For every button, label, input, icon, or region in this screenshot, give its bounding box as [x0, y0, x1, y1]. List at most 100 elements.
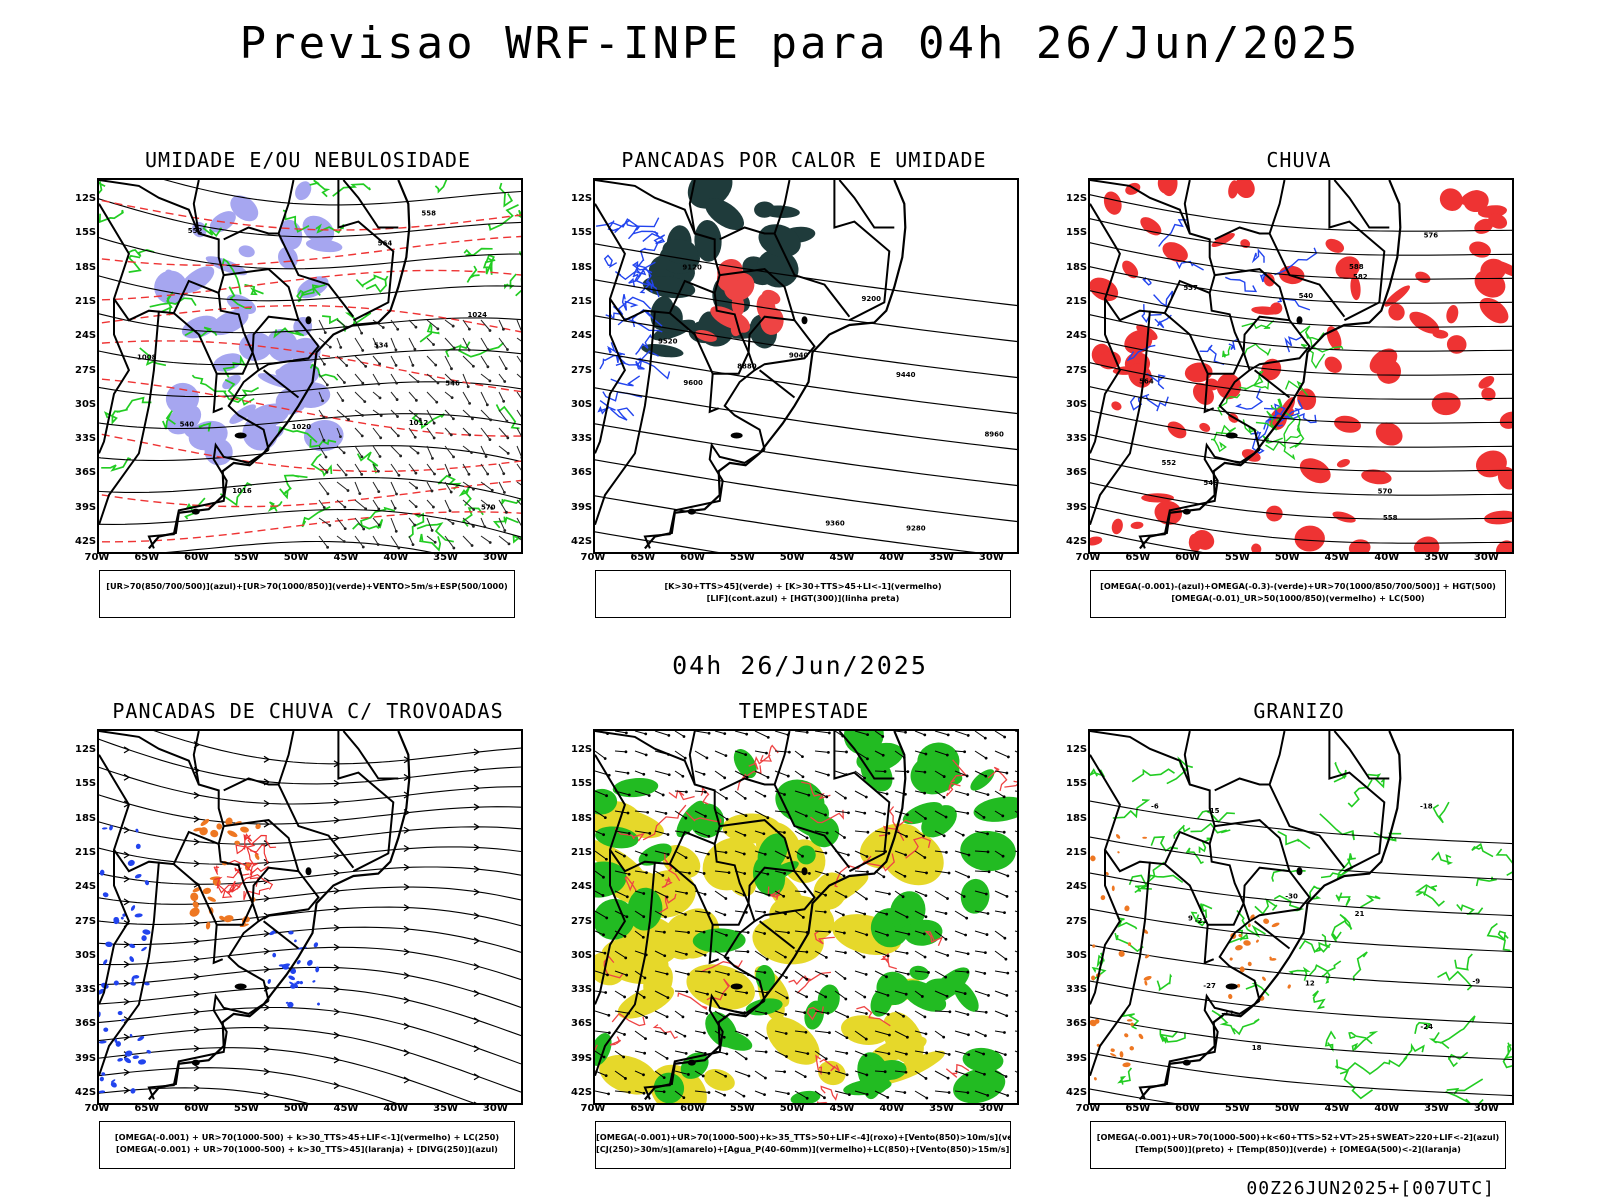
wind-vector — [354, 445, 363, 458]
wind-vector-head — [472, 508, 476, 511]
wind-vector — [774, 890, 784, 897]
wind-vector — [794, 750, 803, 758]
wind-vector-head — [824, 995, 828, 999]
wind-vector — [408, 445, 419, 454]
wind-vector — [934, 810, 947, 818]
wind-vector-head — [702, 772, 706, 776]
wind-vector-head — [785, 1055, 788, 1058]
latitude-tick-label: 33S — [1066, 433, 1088, 445]
contour-label: 9 — [1188, 914, 1193, 922]
latitude-tick-label: 39S — [75, 501, 97, 513]
flow-arrow — [403, 948, 411, 956]
latitude-tick-label: 30S — [75, 398, 97, 410]
wind-vector — [408, 355, 414, 366]
wind-vector-head — [486, 365, 490, 369]
wind-vector — [390, 535, 400, 549]
wind-vector-head — [888, 892, 891, 896]
wind-vector — [654, 1030, 666, 1034]
wind-vector-head — [342, 540, 346, 543]
contour-line — [249, 844, 269, 864]
contour-label: 9520 — [658, 337, 678, 345]
wind-vector-head — [377, 490, 381, 494]
wind-vector-head — [490, 506, 494, 510]
wind-vector — [444, 391, 453, 399]
flow-arrow — [263, 877, 271, 885]
wind-vector-head — [762, 832, 766, 836]
wind-vector-head — [942, 834, 946, 838]
wind-vector-head — [328, 523, 332, 527]
wind-vector-head — [805, 731, 809, 734]
contour-line — [1250, 412, 1280, 443]
wind-vector-head — [983, 1072, 986, 1076]
wind-vector-head — [881, 735, 885, 738]
contour-line — [987, 766, 1008, 792]
wind-vector-head — [906, 972, 910, 976]
wind-vector-head — [342, 451, 346, 455]
wind-vector-head — [847, 811, 850, 815]
wind-vector — [914, 750, 927, 755]
shaded-area — [960, 878, 990, 914]
shaded-area — [134, 873, 142, 879]
shaded-area — [962, 1047, 1004, 1073]
omega-green-contours — [1210, 319, 1344, 461]
contour-label: 576 — [1424, 232, 1439, 240]
shaded-area — [238, 245, 255, 258]
wind-vector — [794, 770, 804, 778]
shaded-area — [760, 307, 784, 335]
contour-label: 558 — [1383, 514, 1398, 522]
contour-line — [1134, 884, 1152, 892]
wind-vector-head — [865, 855, 869, 858]
wind-vector — [694, 970, 710, 973]
streamline — [99, 381, 521, 398]
flow-arrow — [263, 1091, 271, 1099]
contour-line — [220, 257, 242, 295]
border-line — [595, 203, 716, 322]
wind-vector — [654, 790, 664, 796]
wind-vector — [516, 355, 521, 363]
wind-vector-head — [433, 472, 436, 476]
wind-vector — [874, 930, 888, 936]
wind-vector — [634, 850, 647, 856]
legend-line: [OMEGA(-0.01)_UR>50(1000/850)(vermelho) … — [1171, 593, 1425, 603]
contour-line — [621, 294, 639, 311]
wind-vector — [498, 355, 507, 369]
flow-arrow — [263, 820, 271, 828]
flow-arrow — [263, 1068, 271, 1076]
border-line — [277, 180, 355, 318]
flow-arrow — [193, 791, 201, 799]
border-line — [147, 442, 270, 549]
wind-vector-head — [626, 811, 630, 815]
wind-vector-head — [503, 529, 507, 532]
wind-vector-head — [763, 1093, 766, 1097]
wind-vector — [814, 930, 830, 933]
panel-title: GRANIZO — [1253, 699, 1345, 723]
shaded-area — [141, 946, 147, 952]
flow-arrow — [333, 887, 341, 895]
thunderstorm-red — [213, 832, 277, 901]
legend-line: [Temp(500)](preto) + [Temp(850)](verde) … — [1135, 1144, 1461, 1154]
flow-arrow — [263, 755, 271, 763]
wind-vector-head — [723, 913, 727, 917]
shaded-area — [101, 1072, 106, 1076]
panel-title: PANCADAS DE CHUVA C/ TROVOADAS — [112, 699, 504, 723]
wind-vector — [714, 770, 725, 779]
shaded-area — [1334, 415, 1361, 433]
wind-vector-head — [745, 991, 749, 995]
longitude-tick-label: 70W — [84, 552, 110, 563]
shaded-area — [970, 769, 995, 791]
flow-arrow — [403, 1076, 411, 1084]
shaded-area — [1240, 239, 1251, 249]
contour-line — [1235, 388, 1264, 410]
wind-vector — [444, 373, 454, 383]
contour-line — [279, 486, 292, 500]
contour-line — [1312, 990, 1326, 1010]
wind-vector-head — [963, 750, 967, 754]
wind-vector — [1014, 930, 1017, 932]
contour-line — [1324, 1030, 1337, 1052]
latitude-tick-label: 30S — [75, 949, 97, 961]
wind-vector — [714, 850, 727, 853]
wind-vector-head — [664, 812, 668, 815]
flow-arrow — [263, 895, 271, 903]
wind-vector — [444, 481, 452, 493]
